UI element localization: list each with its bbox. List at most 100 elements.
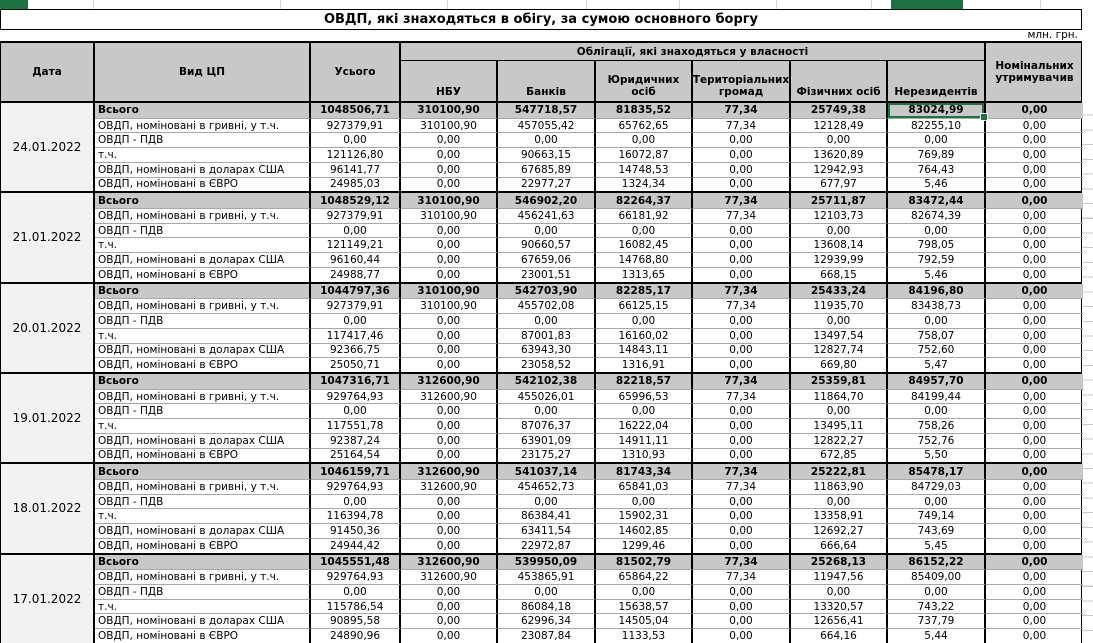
value-cell[interactable]: 0,00 [596,493,693,509]
value-cell[interactable]: 677,97 [791,176,888,192]
value-cell[interactable]: 65996,53 [596,388,693,404]
value-cell[interactable]: 92366,75 [311,342,401,358]
value-cell[interactable]: 0,00 [401,508,498,524]
value-cell[interactable]: 312600,90 [401,569,498,584]
value-cell[interactable]: 23087,84 [498,628,596,643]
value-cell[interactable]: 77,34 [693,117,791,133]
value-cell[interactable]: 664,16 [791,628,888,643]
value-cell[interactable]: 25433,24 [791,283,888,299]
value-cell[interactable]: 0,00 [693,132,791,148]
value-cell[interactable]: 23058,52 [498,357,596,372]
value-cell[interactable]: 0,00 [986,103,1083,118]
row-label-cell[interactable]: ОВДП, номіновані в ЄВРО [95,357,311,372]
row-label-cell[interactable]: ОВДП, номіновані в гривні, у т.ч. [95,117,311,133]
value-cell[interactable]: 16222,04 [596,418,693,433]
value-cell[interactable]: 927379,91 [311,298,401,314]
row-label-cell[interactable]: т.ч. [95,237,311,253]
value-cell[interactable]: 0,00 [986,628,1083,643]
value-cell[interactable]: 1313,65 [596,266,693,282]
value-cell[interactable]: 547718,57 [498,103,596,118]
value-cell[interactable]: 0,00 [693,584,791,599]
value-cell[interactable]: 82255,10 [888,117,986,133]
value-cell[interactable]: 83472,44 [888,193,986,209]
value-cell[interactable]: 0,00 [401,132,498,148]
value-cell[interactable]: 0,00 [401,418,498,433]
value-cell[interactable]: 769,89 [888,147,986,162]
value-cell[interactable]: 0,00 [311,584,401,599]
value-cell[interactable]: 1048529,12 [311,193,401,209]
row-label-cell[interactable]: ОВДП, номіновані в ЄВРО [95,176,311,192]
value-cell[interactable]: 0,00 [498,222,596,238]
value-cell[interactable]: 0,00 [986,208,1083,223]
row-label-cell[interactable]: т.ч. [95,598,311,614]
value-cell[interactable]: 0,00 [401,432,498,448]
value-cell[interactable]: 0,00 [986,161,1083,177]
value-cell[interactable]: 0,00 [986,613,1083,628]
value-cell[interactable]: 0,00 [986,193,1083,209]
row-label-cell[interactable]: ОВДП, номіновані в доларах США [95,161,311,177]
value-cell[interactable]: 1310,93 [596,447,693,463]
value-cell[interactable]: 0,00 [888,493,986,509]
value-cell[interactable]: 90895,58 [311,613,401,629]
value-cell[interactable]: 13358,91 [791,508,888,524]
value-cell[interactable]: 752,60 [888,342,986,358]
col-header-banks[interactable]: Банків [498,61,596,101]
value-cell[interactable]: 0,00 [888,584,986,599]
value-cell[interactable]: 0,00 [986,313,1083,328]
row-label-cell[interactable]: ОВДП, номіновані в ЄВРО [95,628,311,643]
col-header-nbu[interactable]: НБУ [401,61,498,101]
value-cell[interactable]: 0,00 [498,493,596,509]
value-cell[interactable]: 77,34 [693,373,791,389]
value-cell[interactable]: 666,64 [791,537,888,553]
value-cell[interactable]: 0,00 [693,613,791,629]
green-highlight-cell[interactable] [0,0,28,9]
value-cell[interactable]: 0,00 [693,237,791,253]
value-cell[interactable]: 0,00 [986,357,1083,372]
row-label-cell[interactable]: ОВДП, номіновані в доларах США [95,613,311,629]
value-cell[interactable]: 96141,77 [311,161,401,177]
value-cell[interactable]: 24985,03 [311,176,401,192]
value-cell[interactable]: 0,00 [693,313,791,328]
col-header-ownership-group[interactable]: Облігації, які знаходяться у власності [401,43,986,61]
value-cell[interactable]: 312600,90 [401,373,498,389]
row-label-cell[interactable]: ОВДП - ПДВ [95,493,311,509]
value-cell[interactable]: 77,34 [693,193,791,209]
value-cell[interactable]: 86084,18 [498,598,596,614]
value-cell[interactable]: 0,00 [986,132,1083,147]
value-cell[interactable]: 63943,30 [498,342,596,358]
date-cell[interactable]: 20.01.2022 [1,283,95,372]
value-cell[interactable]: 11947,56 [791,569,888,584]
value-cell[interactable]: 0,00 [401,537,498,553]
value-cell[interactable]: 0,00 [596,222,693,238]
value-cell[interactable]: 0,00 [693,222,791,238]
value-cell[interactable]: 669,80 [791,357,888,372]
value-cell[interactable]: 0,00 [986,283,1083,299]
date-cell[interactable]: 19.01.2022 [1,373,95,463]
value-cell[interactable]: 84957,70 [888,373,986,389]
value-cell[interactable]: 929764,93 [311,478,401,494]
value-cell[interactable]: 0,00 [498,313,596,328]
value-cell[interactable]: 91450,36 [311,523,401,538]
value-cell[interactable]: 310100,90 [401,298,498,314]
value-cell[interactable]: 0,00 [401,357,498,372]
value-cell[interactable]: 0,00 [986,252,1083,267]
row-label-cell[interactable]: ОВДП, номіновані в ЄВРО [95,266,311,282]
value-cell[interactable]: 0,00 [986,388,1083,404]
value-cell[interactable]: 310100,90 [401,103,498,118]
value-cell[interactable]: 13497,54 [791,327,888,343]
value-cell[interactable]: 0,00 [498,132,596,148]
value-cell[interactable]: 0,00 [401,266,498,282]
value-cell[interactable]: 66181,92 [596,208,693,223]
value-cell[interactable]: 455702,08 [498,298,596,314]
value-cell[interactable]: 0,00 [986,403,1083,418]
value-cell[interactable]: 65841,03 [596,478,693,494]
value-cell[interactable]: 25359,81 [791,373,888,389]
value-cell[interactable]: 0,00 [401,598,498,614]
value-cell[interactable]: 77,34 [693,298,791,314]
value-cell[interactable]: 24944,42 [311,537,401,553]
value-cell[interactable]: 539950,09 [498,554,596,570]
value-cell[interactable]: 77,34 [693,554,791,570]
value-cell[interactable]: 25749,38 [791,103,888,118]
value-cell[interactable]: 0,00 [401,584,498,599]
value-cell[interactable]: 84199,44 [888,388,986,404]
